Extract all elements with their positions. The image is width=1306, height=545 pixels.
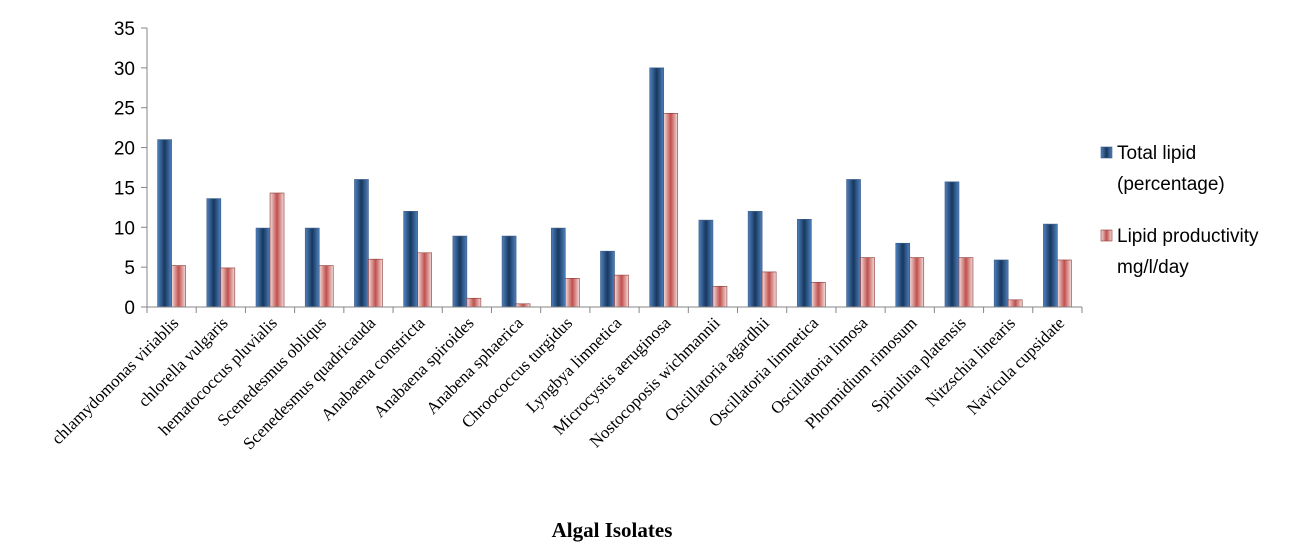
legend: Total lipid (percentage) Lipid productivit…	[1100, 143, 1259, 278]
y-tick-label: 0	[124, 298, 135, 319]
bar	[712, 285, 728, 308]
bar	[354, 179, 369, 308]
bar	[909, 257, 925, 308]
bar	[797, 219, 812, 308]
bar	[157, 139, 172, 308]
y-axis: 0 5 10 15 20 25 30 35	[114, 19, 148, 319]
y-tick-label: 15	[114, 178, 135, 199]
bar	[1057, 259, 1072, 308]
bar	[1007, 299, 1023, 308]
bar	[846, 179, 861, 308]
bar	[304, 227, 320, 308]
bar	[1043, 223, 1058, 308]
bar	[171, 265, 186, 308]
bar	[255, 227, 271, 308]
y-tick-label: 30	[114, 59, 135, 80]
bar	[993, 259, 1009, 308]
legend-label: mg/l/day	[1117, 257, 1189, 278]
bar	[220, 267, 236, 308]
y-tick-label: 5	[124, 258, 135, 279]
y-tick-label: 35	[114, 19, 135, 40]
bar	[811, 281, 826, 308]
legend-swatch	[1100, 146, 1113, 159]
bars	[157, 67, 1072, 308]
bar	[958, 257, 974, 308]
legend-swatch	[1100, 229, 1113, 242]
bar	[895, 242, 911, 308]
bar	[761, 271, 777, 308]
bar	[318, 265, 334, 308]
legend-label: Total lipid	[1117, 143, 1196, 164]
legend-label: Lipid productivity	[1117, 226, 1259, 247]
bar	[698, 219, 714, 308]
bar	[663, 112, 679, 308]
bar	[944, 181, 960, 308]
bar	[403, 211, 418, 308]
legend-label: (percentage)	[1117, 174, 1225, 195]
bar	[206, 198, 222, 308]
bar	[600, 250, 615, 308]
y-tick-label: 25	[114, 99, 135, 120]
bar	[614, 274, 629, 308]
y-tick-label: 10	[114, 218, 135, 239]
bar	[564, 278, 580, 308]
x-tick-label: chlorella vulgaris	[134, 313, 231, 410]
bar	[501, 235, 517, 308]
bar	[649, 67, 665, 308]
x-axis-title: Algal Isolates	[552, 518, 673, 542]
bar	[860, 257, 875, 308]
y-tick-label: 20	[114, 139, 135, 160]
bar	[550, 227, 566, 308]
bar	[466, 297, 482, 308]
x-tick-label: Nitzschia linearis	[922, 313, 1019, 410]
bar	[368, 258, 383, 308]
bar	[269, 192, 285, 308]
bar	[747, 211, 763, 308]
bar	[417, 252, 432, 308]
bar	[452, 235, 468, 308]
